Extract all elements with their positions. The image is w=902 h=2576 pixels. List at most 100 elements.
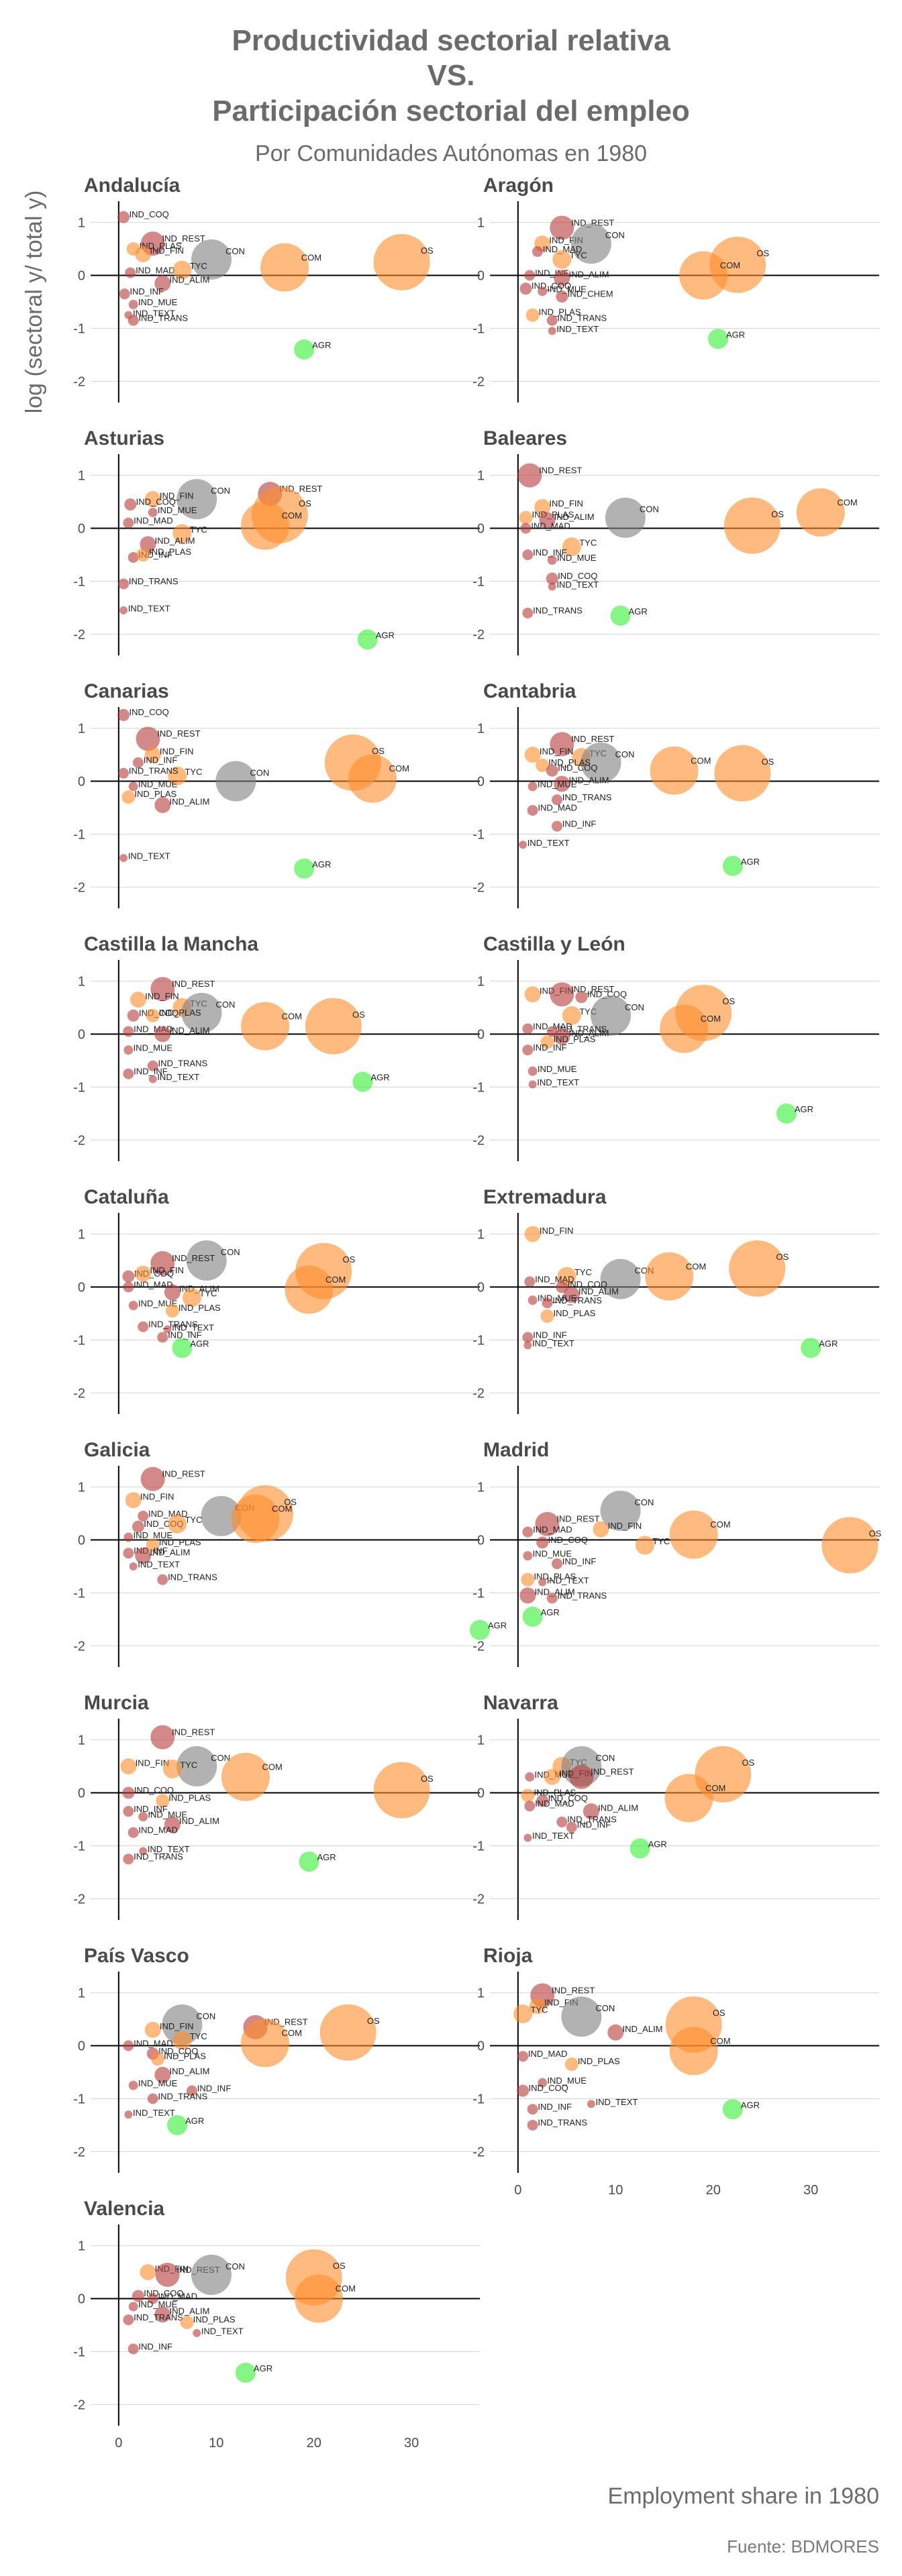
point-label: IND_PLAS	[140, 241, 182, 251]
data-point	[519, 282, 532, 295]
data-point	[519, 841, 528, 849]
point-label: IND_TEXT	[532, 1338, 574, 1348]
x-tick-label: 0	[514, 2183, 521, 2198]
point-label: IND_TEXT	[133, 308, 175, 318]
point-label: IND_MAD	[531, 521, 570, 531]
y-tick-label: 1	[78, 1228, 85, 1242]
data-point	[172, 524, 192, 543]
point-label: COM	[705, 1783, 725, 1793]
data-point	[167, 2114, 188, 2135]
data-point	[163, 1325, 172, 1334]
point-label: IND_FIN	[150, 1265, 184, 1275]
point-label: IND_ALIM	[169, 2306, 209, 2316]
data-point	[144, 2021, 161, 2038]
data-point	[645, 1252, 694, 1301]
data-point	[140, 1466, 165, 1491]
data-point	[561, 1996, 602, 2037]
point-label: AGR	[185, 2116, 204, 2126]
data-point	[796, 488, 845, 537]
data-point	[600, 1258, 641, 1299]
data-point	[295, 2274, 343, 2323]
data-point	[564, 2057, 579, 2072]
point-label: COM	[710, 1519, 730, 1529]
point-label: IND_TRANS	[134, 1851, 183, 1862]
y-tick-label: 1	[477, 975, 485, 989]
y-tick-label: -2	[73, 1133, 85, 1148]
y-tick-label: -1	[73, 1839, 85, 1854]
chart-title-line-1: Productividad sectorial relativa	[232, 24, 670, 57]
data-point	[522, 607, 534, 619]
point-label: OS	[722, 996, 735, 1006]
data-point	[150, 1251, 175, 1275]
point-label: OS	[372, 746, 385, 756]
point-label: IND_REST	[162, 233, 205, 244]
y-tick-label: -1	[472, 1333, 485, 1348]
data-point	[522, 1332, 534, 1343]
x-tick-label: 10	[209, 2436, 223, 2451]
point-label: IND_ALIM	[579, 1287, 619, 1297]
point-label: IND_TRANS	[168, 1572, 217, 1582]
chart-title-line-3: Participación sectorial del empleo	[212, 95, 690, 127]
point-label: IND_ALIM	[598, 1803, 638, 1813]
point-label: IND_TRANS	[558, 313, 607, 323]
point-label: IND_MUE	[148, 1809, 187, 1819]
data-point	[125, 1492, 142, 1509]
point-label: COM	[282, 511, 302, 521]
y-tick-label: 0	[477, 775, 485, 790]
point-label: IND_COQ	[558, 571, 597, 581]
point-label: TYC	[570, 250, 587, 260]
data-point	[801, 1338, 821, 1358]
panel: Cataluña-2-101CONOSIND_RESTIND_COQIND_FI…	[73, 1186, 480, 1414]
point-label: IND_INF	[197, 2083, 232, 2093]
point-label: OS	[352, 1010, 365, 1020]
y-tick-label: -1	[472, 574, 485, 589]
data-point	[519, 1587, 536, 1604]
y-tick-label: 0	[78, 1534, 85, 1548]
point-label: IND_REST	[591, 1767, 634, 1777]
data-point	[566, 1821, 577, 1833]
y-tick-label: 0	[477, 269, 485, 284]
point-label: IND_PLAS	[134, 789, 177, 799]
data-point	[522, 1044, 534, 1056]
data-point	[552, 794, 562, 806]
data-point	[664, 1774, 713, 1823]
point-label: IND_PLAS	[149, 547, 191, 557]
data-point	[373, 1762, 430, 1819]
point-label: AGR	[376, 630, 395, 640]
data-point	[524, 270, 536, 281]
data-point	[524, 986, 541, 1003]
y-tick-label: 0	[477, 2039, 485, 2054]
point-label: IND_PLAS	[164, 2051, 206, 2061]
data-point	[539, 512, 556, 529]
data-point	[522, 1526, 534, 1538]
point-label: IND_COQ	[558, 763, 597, 773]
point-label: OS	[367, 2016, 380, 2026]
panel-title: País Vasco	[84, 1945, 189, 1967]
point-label: IND_MUE	[138, 1298, 178, 1308]
point-label: IND_REST	[556, 1514, 599, 1524]
point-label: IND_REST	[539, 465, 582, 475]
point-label: IND_COQ	[129, 209, 168, 219]
data-point	[128, 2302, 138, 2312]
data-point	[164, 1284, 181, 1301]
point-label: IND_REST	[571, 217, 614, 227]
point-label: IND_MAD	[134, 2038, 173, 2048]
y-tick-label: 1	[78, 1986, 85, 2001]
point-label: OS	[756, 248, 769, 258]
panel-title: Galicia	[84, 1439, 150, 1461]
data-point	[722, 855, 743, 876]
data-point	[130, 991, 146, 1008]
point-label: OS	[299, 498, 311, 508]
data-point	[123, 2040, 134, 2051]
y-tick-label: 0	[78, 1028, 85, 1042]
point-label: IND_ALIM	[568, 270, 609, 280]
point-label: COM	[336, 2284, 356, 2294]
data-point	[154, 275, 171, 292]
data-point	[117, 708, 130, 721]
data-point	[148, 507, 158, 517]
point-label: IND_ALIM	[169, 1026, 209, 1036]
point-label: IND_TEXT	[128, 603, 170, 613]
data-point	[524, 1801, 536, 1812]
chart-subtitle: Por Comunidades Autónomas en 1980	[255, 141, 647, 166]
